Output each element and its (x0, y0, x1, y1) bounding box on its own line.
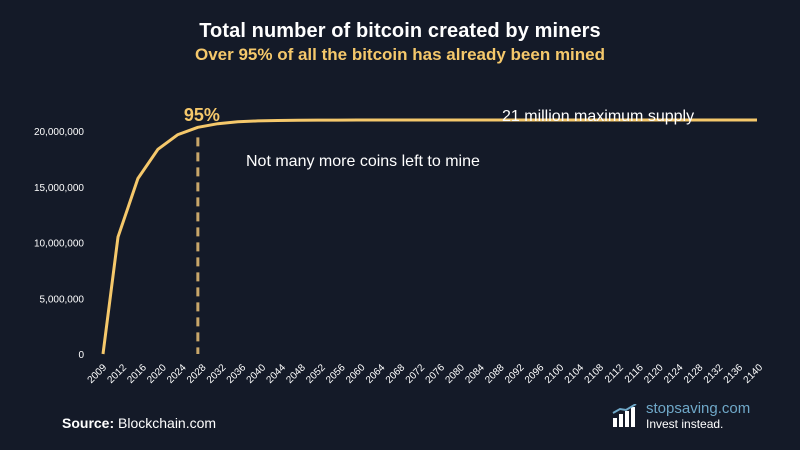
y-axis: 0 5,000,000 10,000,000 15,000,000 20,000,000 (34, 127, 85, 361)
x-tick-label: 2048 (284, 362, 308, 386)
chart-title: Total number of bitcoin created by miner… (199, 20, 601, 42)
x-tick-label: 2080 (443, 362, 467, 386)
brand-logo: stopsaving.com Invest instead. (612, 400, 782, 434)
x-tick-label: 2068 (384, 362, 408, 386)
y-tick-label: 5,000,000 (40, 294, 85, 305)
x-tick-label: 2020 (145, 362, 169, 386)
x-tick-label: 2116 (623, 362, 646, 385)
x-tick-label: 2096 (523, 362, 547, 386)
supply-series-line (101, 118, 757, 355)
x-tick-label: 2088 (483, 362, 507, 386)
brand-tagline: Invest instead. (646, 417, 724, 431)
x-axis: 2009201220162020202420282032203620402044… (86, 362, 766, 386)
x-tick-label: 2064 (364, 362, 388, 386)
annotation-max-supply: 21 million maximum supply (502, 108, 694, 125)
x-tick-label: 2108 (583, 362, 607, 386)
x-tick-label: 2124 (662, 362, 686, 386)
x-tick-label: 2132 (702, 362, 726, 386)
x-tick-label: 2076 (424, 362, 448, 386)
chart-subtitle: Over 95% of all the bitcoin has already … (194, 45, 606, 64)
source-label: Source: (62, 415, 115, 431)
x-tick-label: 2128 (682, 362, 706, 386)
x-tick-label: 2092 (503, 362, 527, 386)
x-tick-label: 2112 (603, 362, 626, 385)
bar-chart-logo-icon (612, 404, 637, 427)
x-tick-label: 2136 (722, 362, 746, 386)
x-tick-label: 2009 (86, 362, 110, 386)
source-value: Blockchain.com (118, 415, 217, 431)
source-note: Source: Blockchain.com (62, 415, 216, 431)
x-tick-label: 2024 (165, 362, 189, 386)
y-tick-label: 10,000,000 (34, 239, 84, 250)
x-tick-label: 2040 (245, 362, 269, 386)
x-tick-label: 2016 (125, 362, 149, 386)
brand-name: stopsaving.com (646, 400, 751, 417)
x-tick-label: 2104 (563, 362, 587, 386)
x-tick-label: 2028 (185, 362, 209, 386)
x-tick-label: 2060 (344, 362, 368, 386)
y-tick-label: 15,000,000 (34, 183, 84, 194)
x-tick-label: 2052 (304, 362, 328, 386)
x-tick-label: 2036 (225, 362, 249, 386)
x-tick-label: 2100 (543, 362, 567, 386)
x-tick-label: 2044 (265, 362, 289, 386)
annotation-coins-left: Not many more coins left to mine (246, 153, 480, 170)
x-tick-label: 2012 (105, 362, 129, 386)
y-tick-label: 20,000,000 (34, 127, 84, 138)
y-tick-label: 0 (78, 350, 84, 361)
x-tick-label: 2032 (205, 362, 229, 386)
x-tick-label: 2056 (324, 362, 348, 386)
annotation-95-percent: 95% (184, 105, 220, 125)
x-tick-label: 2140 (742, 362, 766, 386)
x-tick-label: 2084 (463, 362, 487, 386)
x-tick-label: 2072 (404, 362, 428, 386)
x-tick-label: 2120 (642, 362, 666, 386)
